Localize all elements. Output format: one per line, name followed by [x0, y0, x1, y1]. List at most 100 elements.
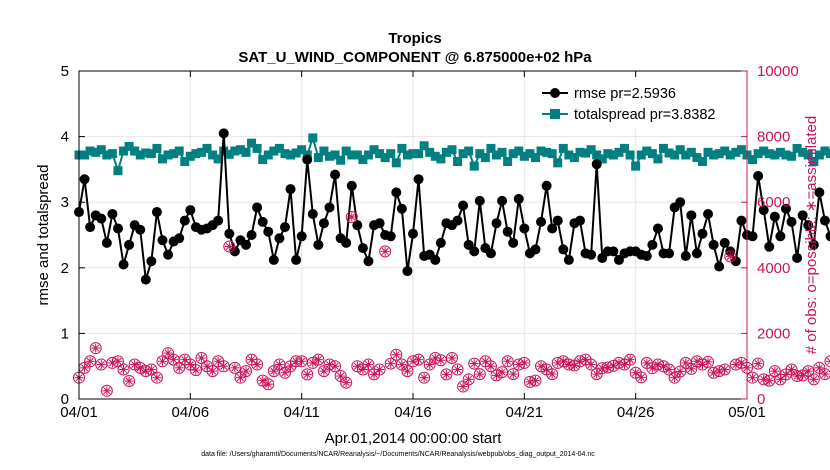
y-right-tick-label: 10000 — [757, 63, 799, 80]
rmse-point — [814, 187, 825, 198]
totalspread-point — [325, 151, 334, 161]
rmse-point — [586, 249, 597, 260]
totalspread-point — [692, 153, 702, 163]
rmse-point — [402, 266, 413, 277]
totalspread-point — [169, 149, 179, 159]
x-tick-label: 04/06 — [172, 404, 210, 421]
rmse-point — [719, 237, 730, 248]
totalspread-point — [291, 148, 301, 158]
rmse-point — [391, 187, 402, 198]
totalspread-point — [464, 146, 474, 156]
rmse-point — [112, 223, 123, 234]
totalspread-point — [85, 146, 95, 156]
totalspread-point — [247, 138, 257, 148]
obs-point — [111, 355, 124, 368]
totalspread-point — [492, 150, 501, 160]
totalspread-point — [809, 157, 819, 167]
obs-point — [685, 362, 698, 375]
totalspread-point — [720, 146, 730, 156]
y-axis-right-label: # of obs: o=possible; ∗=assimilated — [803, 116, 820, 355]
rmse-point — [224, 228, 235, 239]
totalspread-point — [341, 146, 351, 156]
totalspread-point — [252, 143, 262, 153]
totalspread-point — [347, 150, 357, 160]
y-tick-label: 1 — [61, 325, 69, 342]
totalspread-point — [569, 153, 579, 163]
obs-point — [228, 361, 241, 374]
rmse-point — [96, 213, 107, 224]
totalspread-point — [542, 147, 552, 157]
rmse-point — [736, 215, 747, 226]
totalspread-point — [686, 147, 696, 157]
totalspread-point — [213, 154, 223, 164]
totalspread-point — [330, 150, 340, 160]
rmse-point — [597, 252, 608, 263]
obs-point — [445, 352, 458, 364]
totalspread-point — [731, 147, 741, 157]
obs-point — [501, 355, 514, 368]
rmse-point — [753, 170, 764, 181]
totalspread-point — [753, 149, 763, 159]
obs-point — [624, 353, 637, 366]
totalspread-point — [826, 149, 830, 159]
obs-point — [340, 376, 353, 389]
totalspread-point — [447, 145, 457, 155]
obs-point — [117, 363, 130, 376]
rmse-point — [279, 222, 290, 233]
rmse-point — [263, 226, 274, 237]
rmse-point — [558, 244, 569, 255]
obs-point — [167, 353, 180, 366]
y-right-tick-label: 4000 — [757, 260, 790, 277]
y-right-tick-label: 8000 — [757, 129, 790, 146]
x-axis-label: Apr.01,2014 00:00:00 start — [325, 430, 503, 447]
totalspread-point — [603, 149, 613, 159]
rmse-point — [101, 237, 112, 248]
rmse-point — [252, 202, 263, 213]
rmse-point — [508, 237, 519, 248]
rmse-point — [708, 239, 719, 250]
totalspread-point — [620, 143, 630, 153]
rmse-point — [374, 218, 385, 229]
totalspread-point — [736, 145, 746, 155]
y-axis-label: rmse and totalspread — [35, 165, 52, 306]
y-right-tick-label: 0 — [757, 391, 765, 408]
obs-point — [746, 371, 759, 384]
totalspread-point — [480, 153, 490, 163]
rmse-point — [140, 274, 151, 285]
obs-point — [89, 342, 102, 355]
totalspread-point — [659, 143, 668, 153]
totalspread-point — [775, 147, 785, 157]
obs-point — [362, 358, 375, 371]
rmse-point — [352, 220, 363, 231]
y-tick-label: 2 — [61, 260, 69, 277]
rmse-point — [185, 205, 196, 216]
rmse-point — [357, 243, 368, 254]
obs-point — [329, 360, 342, 373]
rmse-point — [803, 220, 814, 231]
totalspread-point — [102, 150, 112, 160]
x-tick-label: 04/21 — [506, 404, 544, 421]
totalspread-point — [792, 143, 802, 153]
totalspread-point — [486, 143, 496, 153]
totalspread-point — [787, 151, 797, 161]
totalspread-point — [553, 158, 563, 168]
totalspread-point — [163, 150, 173, 160]
obs-point — [217, 360, 230, 373]
totalspread-point — [386, 149, 396, 159]
obs-point — [663, 363, 676, 376]
legend-rmse-label: rmse pr=2.5936 — [574, 86, 676, 102]
rmse-point — [819, 215, 830, 226]
rmse-point — [430, 254, 441, 265]
rmse-point — [107, 209, 118, 220]
rmse-point — [641, 250, 652, 261]
rmse-point — [513, 193, 524, 204]
obs-point — [423, 358, 436, 371]
totalspread-point — [581, 148, 591, 158]
obs-point — [802, 365, 815, 378]
y-axis-right-ticks: 0 2000 4000 6000 8000 10000 — [741, 63, 799, 408]
obs-point — [162, 347, 175, 360]
totalspread-point — [124, 141, 134, 151]
totalspread-point — [703, 147, 713, 157]
totalspread-point — [597, 154, 607, 164]
